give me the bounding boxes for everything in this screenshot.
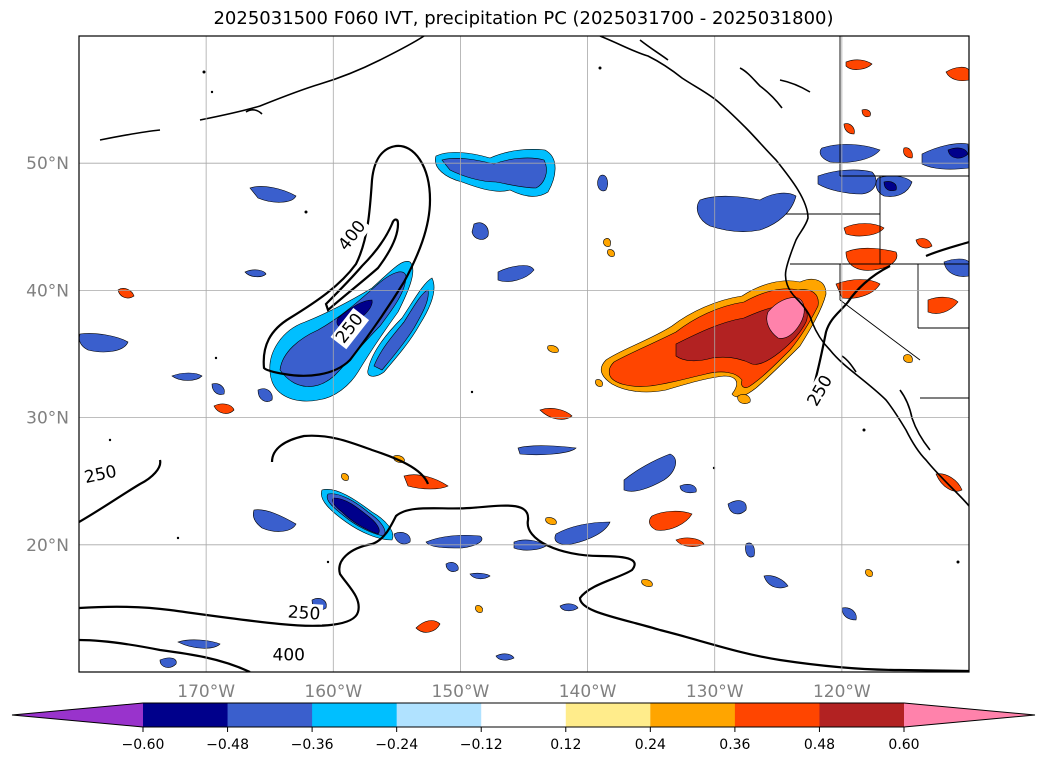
colorbar-segment (481, 703, 567, 727)
colorbar-segment (312, 703, 398, 727)
colorbar-tick-label: 0.48 (804, 737, 835, 753)
colorbar-tick-labels: −0.60 −0.48 −0.36 −0.24 −0.12 0.12 0.24 0.36 0.4… (122, 737, 920, 753)
lat-tick-label: 20°N (26, 536, 69, 556)
contour-label: 400 (273, 645, 305, 665)
colorbar-segment (650, 703, 736, 727)
lat-tick-label: 30°N (26, 409, 69, 429)
colorbar-segment (143, 703, 229, 727)
colorbar-tick-label: −0.12 (460, 737, 503, 753)
colorbar-tick-label: 0.12 (550, 737, 581, 753)
longitude-labels: 170°W 160°W 150°W 140°W 130°W 120°W (177, 682, 871, 702)
colorbar-tick-label: −0.36 (291, 737, 334, 753)
contour-label-background (333, 214, 372, 257)
gridlines (79, 36, 969, 672)
precip-negative-regions (79, 143, 969, 668)
colorbar-tick-label: −0.24 (375, 737, 418, 753)
colorbar-segment (734, 703, 820, 727)
ivt-contours (79, 144, 969, 672)
colorbar-extend-high (904, 703, 1035, 727)
islands (108, 66, 960, 564)
contour-label-background (284, 602, 324, 625)
map-frame (78, 35, 970, 673)
colorbar-segment (227, 703, 313, 727)
coastlines (99, 36, 969, 507)
colorbar (11, 702, 1036, 732)
colorbar-segment (565, 703, 651, 727)
contour-label-background (330, 307, 370, 350)
lon-tick-label: 170°W (177, 682, 235, 702)
lon-tick-label: 120°W (813, 682, 871, 702)
contour-label: 250 (83, 462, 119, 488)
map-title: 2025031500 F060 IVT, precipitation PC (2… (213, 8, 834, 29)
contour-label-background (802, 369, 839, 412)
colorbar-tick-label: 0.60 (888, 737, 919, 753)
state-borders (786, 36, 969, 399)
colorbar-tick-label: −0.48 (206, 737, 249, 753)
contour-label-background (270, 645, 308, 666)
colorbar-tick-label: −0.60 (122, 737, 165, 753)
colorbar-segment (396, 703, 482, 727)
colorbar-tick-label: 0.36 (719, 737, 750, 753)
lat-tick-label: 50°N (26, 154, 69, 174)
latitude-labels: 50°N 40°N 30°N 20°N (26, 154, 69, 556)
lon-tick-label: 140°W (559, 682, 617, 702)
colorbar-extend-low (12, 703, 143, 727)
colorbar-tick-label: 0.24 (635, 737, 666, 753)
precip-positive-regions (117, 59, 969, 633)
colorbar-segment (819, 703, 905, 727)
contour-label: 250 (287, 602, 321, 624)
lat-tick-label: 40°N (26, 281, 69, 301)
lon-tick-label: 130°W (686, 682, 744, 702)
lon-tick-label: 160°W (304, 682, 362, 702)
contour-label-background (80, 461, 121, 489)
lon-tick-label: 150°W (432, 682, 490, 702)
